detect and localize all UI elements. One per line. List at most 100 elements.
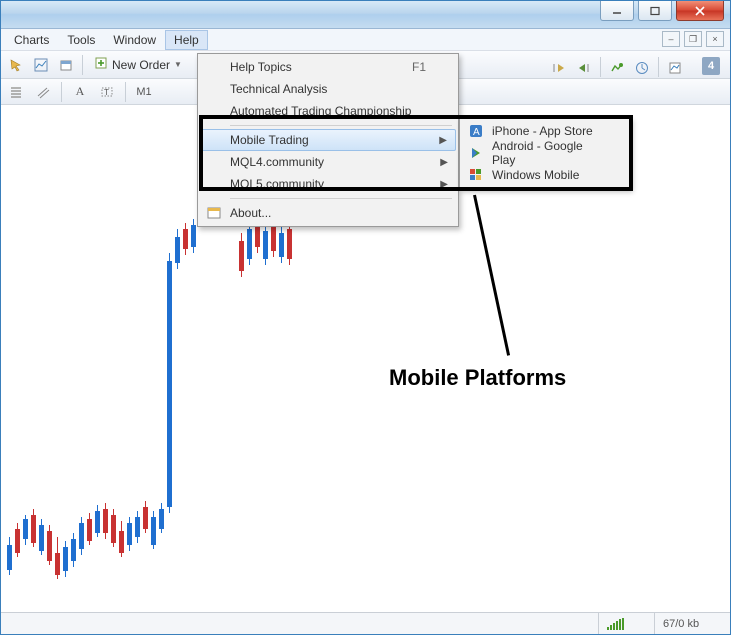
mobile-trading-submenu: A iPhone - App Store Android - Google Pl… [459,117,631,189]
submenu-arrow-icon: ▶ [440,157,448,168]
shift-icon[interactable] [573,57,595,79]
equidistant-icon[interactable] [32,81,54,103]
candle [89,513,90,545]
svg-text:A: A [473,127,480,138]
inner-minimize-button[interactable]: – [662,31,680,47]
menu-label: Android - Google Play [492,139,598,167]
text-label-icon[interactable]: A [69,81,91,103]
windows-mobile-item[interactable]: Windows Mobile [462,164,628,186]
menu-label: Windows Mobile [492,168,579,182]
candle [185,223,186,255]
candle [25,515,26,545]
candle [145,501,146,533]
candle [289,223,290,265]
candle [265,225,266,265]
menu-shortcut: F1 [412,60,426,74]
maximize-button[interactable] [638,1,672,21]
candle [57,537,58,579]
candle [169,253,170,513]
menu-window[interactable]: Window [104,30,165,50]
indicators-icon[interactable] [606,57,628,79]
menu-separator [230,198,452,199]
candle [49,525,50,565]
notification-badge[interactable]: 4 [702,57,720,75]
help-menu-dropdown: Help Topics F1 Technical Analysis Automa… [197,53,459,227]
cursor-icon[interactable] [5,54,27,76]
candle [177,229,178,269]
appstore-icon: A [468,123,484,139]
about-icon [206,205,222,221]
window-titlebar [1,1,730,29]
candle [105,503,106,539]
menu-label: Help Topics [230,60,292,74]
signal-bars-icon [607,618,624,630]
candle [113,509,114,547]
candle [41,519,42,555]
close-button[interactable] [676,1,724,21]
submenu-arrow-icon: ▶ [440,179,448,190]
help-topics-item[interactable]: Help Topics F1 [200,56,456,78]
android-googleplay-item[interactable]: Android - Google Play [462,142,628,164]
timeframe-m1[interactable]: M1 [133,81,155,103]
periods-icon[interactable] [631,57,653,79]
toolbar-separator [658,57,659,77]
candle [137,511,138,543]
candle [97,505,98,537]
new-order-plus-icon [94,56,108,73]
menu-separator [230,125,452,126]
technical-analysis-item[interactable]: Technical Analysis [200,78,456,100]
new-order-button[interactable]: New Order ▼ [88,54,188,75]
statusbar: 67/0 kb [1,612,730,634]
autoscroll-icon[interactable] [548,57,570,79]
fibonacci-icon[interactable] [5,81,27,103]
inner-restore-button[interactable]: ❐ [684,31,702,47]
candle [81,517,82,555]
menu-charts[interactable]: Charts [5,30,58,50]
svg-text:T: T [104,88,109,97]
candle [65,541,66,577]
candle [129,517,130,551]
menu-label: MQL4.community [230,155,324,169]
text-icon[interactable]: T [96,81,118,103]
toolbar-separator [600,57,601,77]
inner-close-button[interactable]: × [706,31,724,47]
status-bandwidth: 67/0 kb [654,613,730,634]
about-item[interactable]: About... [200,202,456,224]
candle [121,521,122,557]
mql5-community-item[interactable]: MQL5.community ▶ [200,173,456,195]
chevron-down-icon: ▼ [174,60,182,69]
mql4-community-item[interactable]: MQL4.community ▶ [200,151,456,173]
status-signal [598,613,654,634]
status-empty [1,613,598,634]
chart-window-icon[interactable] [30,54,52,76]
candle [281,227,282,263]
candle [241,233,242,277]
submenu-arrow-icon: ▶ [439,135,447,146]
googleplay-icon [468,145,484,161]
menu-label: MQL5.community [230,177,324,191]
candle [73,533,74,567]
profile-icon[interactable] [55,54,77,76]
candle [161,503,162,533]
menu-label: About... [230,206,271,220]
toolbar-separator [82,55,83,75]
toolbar-separator [125,82,126,102]
windows-icon [468,167,484,183]
menu-label: Mobile Trading [230,133,309,147]
minimize-button[interactable] [600,1,634,21]
new-order-label: New Order [112,58,170,72]
mobile-trading-item[interactable]: Mobile Trading ▶ [200,129,456,151]
candle [9,537,10,575]
menu-help[interactable]: Help [165,30,208,50]
automated-trading-item[interactable]: Automated Trading Championship [200,100,456,122]
menu-label: Technical Analysis [230,82,327,96]
menu-label: iPhone - App Store [492,124,593,138]
candle [33,509,34,547]
candle [249,223,250,265]
menu-label: Automated Trading Championship [230,104,411,118]
menu-tools[interactable]: Tools [58,30,104,50]
templates-icon[interactable] [664,57,686,79]
toolbar-separator [61,82,62,102]
menubar: Charts Tools Window Help [1,29,730,51]
candle [193,219,194,253]
